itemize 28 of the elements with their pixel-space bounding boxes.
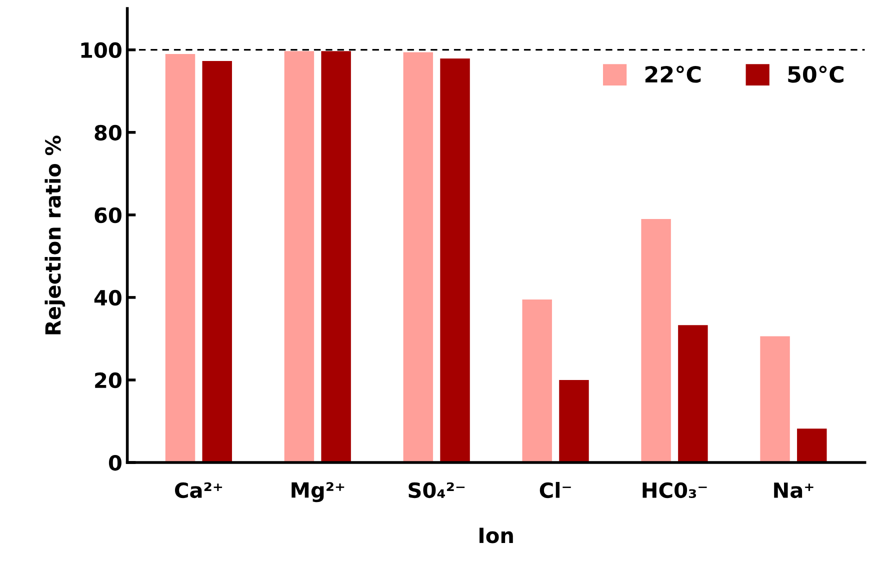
y-tick-label: 0: [108, 454, 122, 471]
y-tick-label: 100: [81, 42, 122, 58]
legend-label: 22°C: [645, 66, 701, 83]
x-tick-label: Na⁺: [774, 482, 814, 498]
bar: [641, 219, 671, 463]
y-tick-label: 60: [94, 207, 122, 224]
bar: [760, 336, 790, 463]
x-tick-label: S0₄²⁻: [408, 482, 465, 498]
bar: [440, 58, 470, 463]
bar: [522, 300, 552, 463]
bar: [678, 325, 708, 463]
x-tick-label: Cl⁻: [540, 482, 571, 498]
bar: [321, 51, 351, 463]
bar: [284, 51, 314, 463]
bar: [165, 54, 196, 463]
x-axis-title: Ion: [480, 528, 513, 544]
y-axis-title: Rejection ratio %: [44, 136, 66, 334]
legend-label: 50°C: [788, 66, 844, 83]
bar: [403, 52, 434, 463]
x-tick-label: Ca²⁺: [174, 482, 222, 498]
y-tick-label: 20: [95, 372, 122, 388]
y-tick-label: 80: [94, 124, 122, 141]
x-tick-label: HC0₃⁻: [642, 482, 707, 498]
bar: [202, 60, 232, 463]
x-tick-label: Mg²⁺: [292, 482, 344, 502]
bar: [559, 380, 589, 463]
y-tick-label: 40: [94, 290, 122, 306]
bar: [797, 428, 827, 463]
